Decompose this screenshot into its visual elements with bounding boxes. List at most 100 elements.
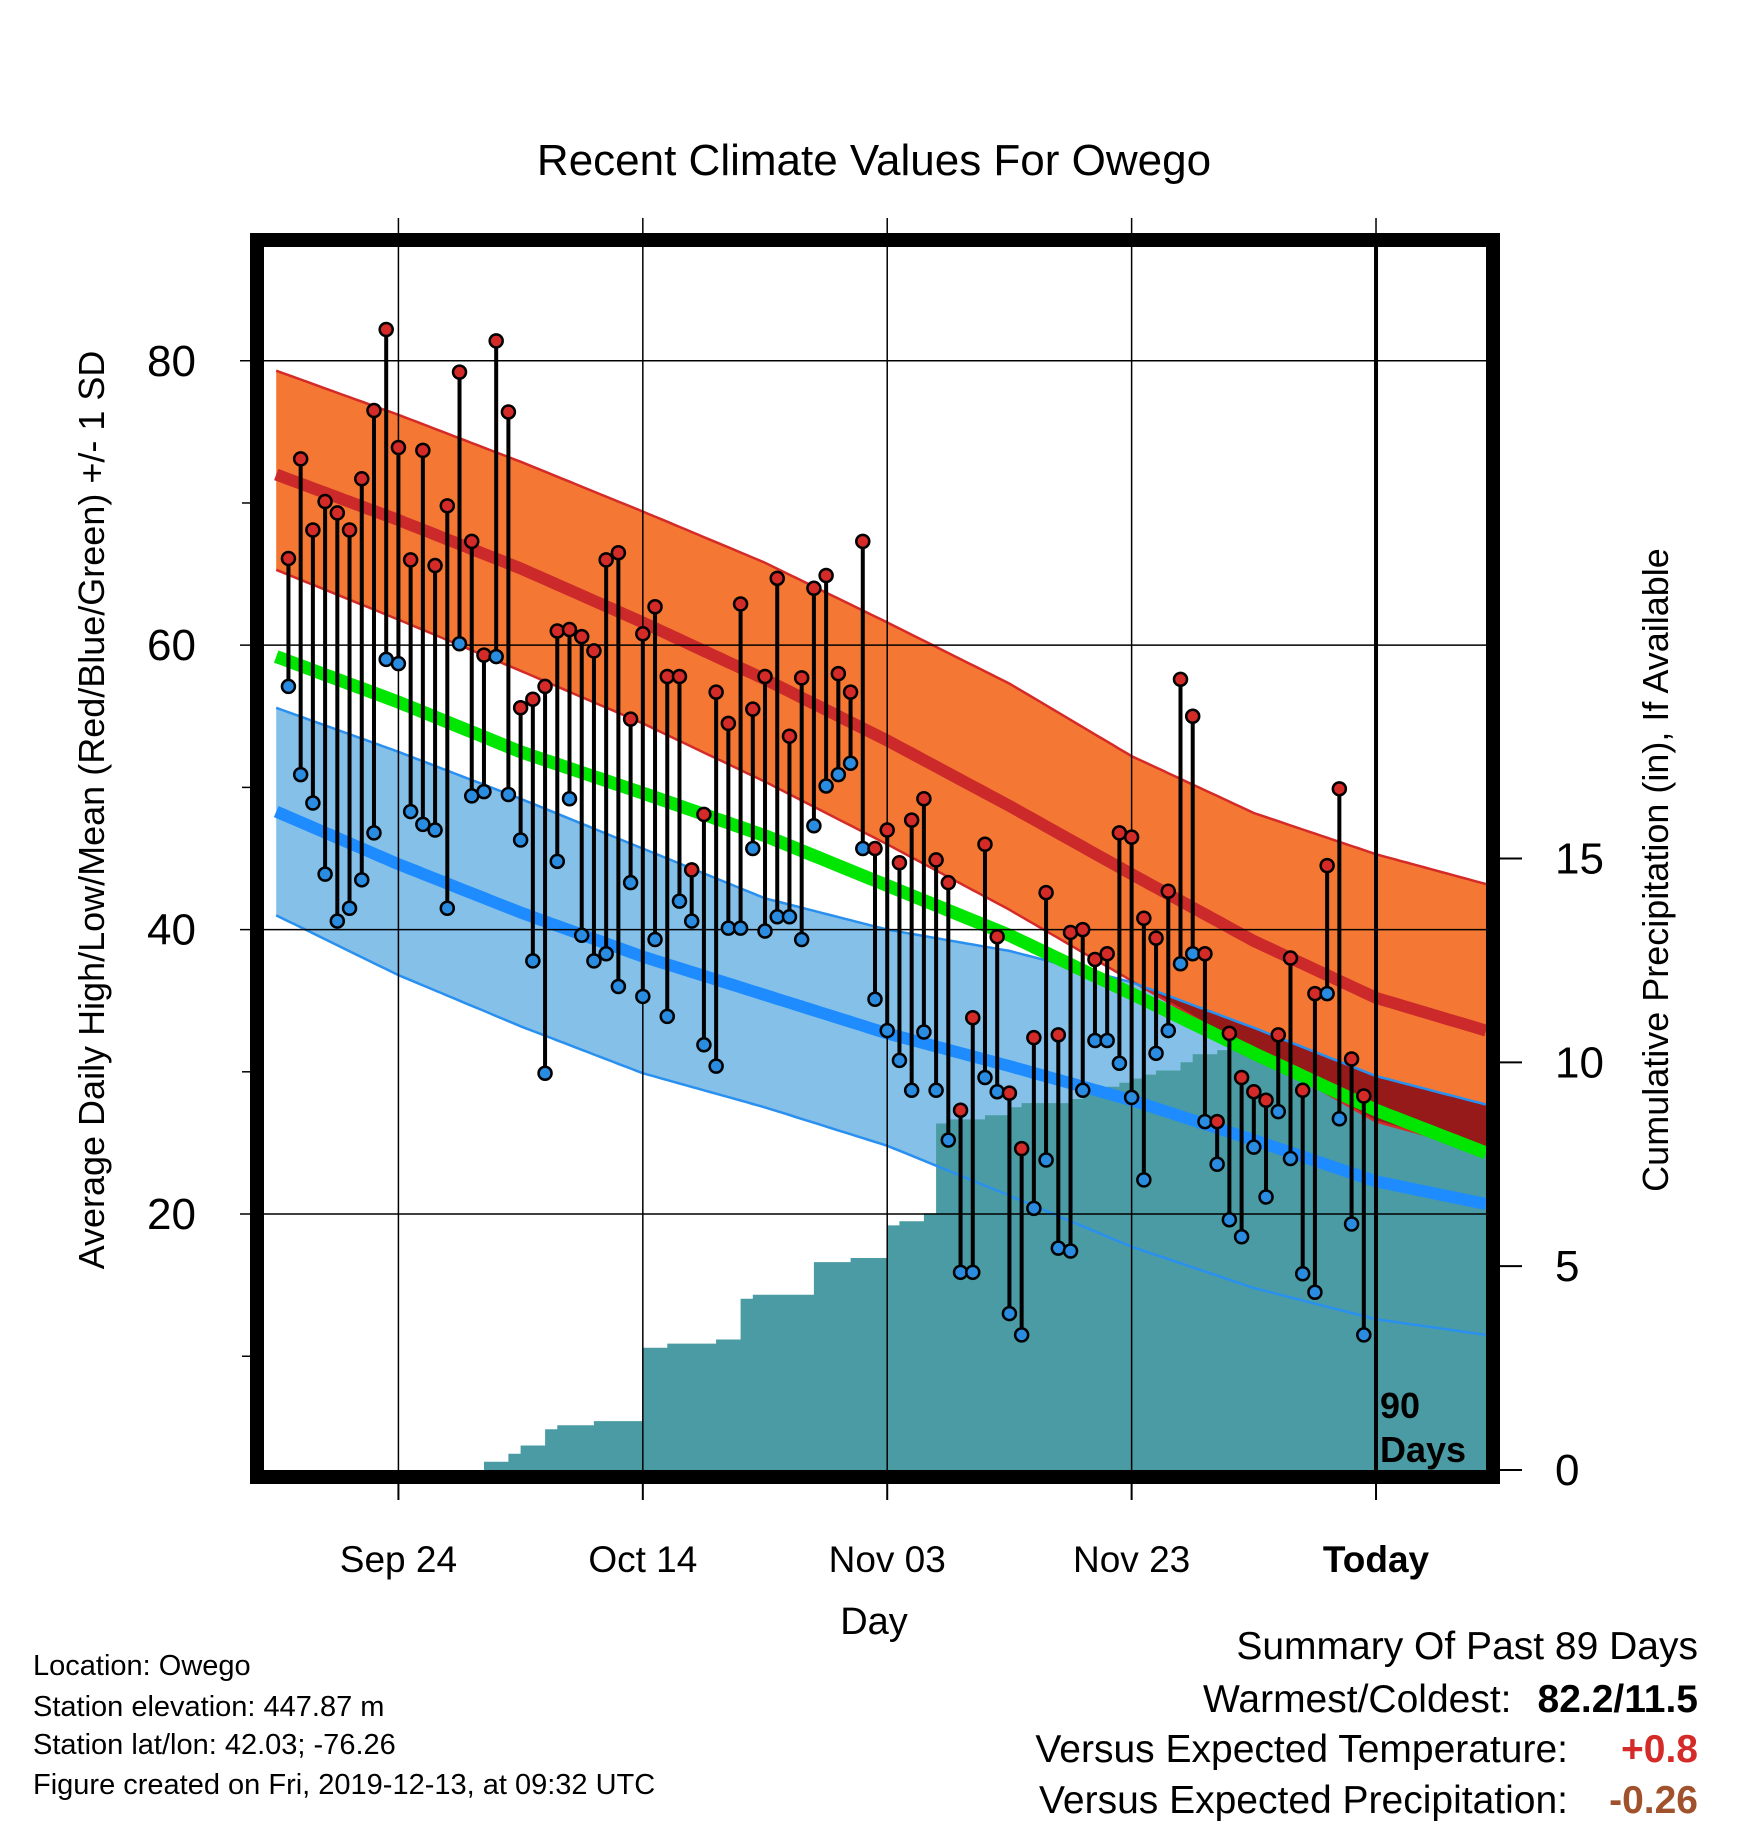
high-point (317, 493, 333, 510)
y2-tick-label: 10 (1555, 1038, 1604, 1087)
low-point (1294, 1266, 1311, 1282)
y-axis-label: Average Daily High/Low/Mean (Red/Blue/Gr… (71, 351, 112, 1270)
x-tick-label: Nov 03 (829, 1539, 946, 1580)
high-point (292, 451, 309, 467)
high-point (573, 628, 590, 645)
band-overlap (276, 569, 1486, 1152)
low-point (793, 931, 810, 948)
low-point (659, 1008, 676, 1025)
low-point (671, 893, 688, 909)
high-point (1123, 829, 1140, 845)
low-point (586, 953, 602, 969)
low-point (402, 803, 419, 820)
high-point (598, 552, 614, 568)
high-point (1356, 1088, 1372, 1104)
high-point (1136, 910, 1152, 926)
temp-value: +0.8 (1621, 1728, 1698, 1771)
summary-temperature: Versus Expected Temperature: +0.8 (1035, 1730, 1698, 1769)
high-point (867, 840, 883, 857)
high-point (402, 552, 419, 568)
high-point (1246, 1083, 1262, 1100)
precip-value: -0.26 (1609, 1779, 1698, 1822)
low-point (965, 1264, 981, 1281)
y2-tick-label: 5 (1555, 1242, 1579, 1291)
high-point (537, 678, 553, 695)
high-point (280, 550, 297, 567)
low-point (683, 913, 700, 929)
low-point (696, 1037, 712, 1053)
high-point (732, 596, 749, 612)
low-point (1062, 1243, 1079, 1259)
low-point (1074, 1082, 1091, 1099)
low-point (439, 900, 456, 917)
high-point (1258, 1092, 1274, 1109)
low-point (280, 678, 297, 695)
low-point (1111, 1055, 1128, 1072)
low-point (647, 931, 663, 948)
high-point (671, 668, 688, 685)
high-point (1343, 1051, 1360, 1067)
precip-label: Versus Expected Precipitation: (1039, 1779, 1568, 1822)
band-edge-low-upper (275, 706, 1486, 1106)
period-label-number: 90 (1380, 1385, 1420, 1426)
low-point (879, 1022, 895, 1039)
high-point (940, 874, 957, 891)
x-axis-label: Day (840, 1601, 908, 1643)
high-point (1331, 781, 1348, 797)
high-point (390, 439, 407, 456)
low-point (1136, 1172, 1152, 1188)
high-point (488, 333, 504, 349)
low-point (732, 920, 749, 936)
precipitation-area (276, 976, 1486, 1470)
high-point (1319, 857, 1335, 874)
high-point (977, 836, 993, 853)
high-point (1233, 1069, 1250, 1086)
high-point (1099, 946, 1115, 962)
low-point (415, 816, 431, 833)
high-point (463, 533, 480, 550)
band-edge-high-upper (275, 369, 1486, 886)
low-point (341, 900, 358, 917)
x-tick-label: Today (1323, 1539, 1430, 1580)
high-point (769, 570, 785, 587)
y-tick-label: 80 (147, 337, 196, 386)
high-sd-band (276, 370, 1486, 1152)
created-text: Figure created on Fri, 2019-12-13, at 09… (33, 1769, 656, 1801)
low-point (635, 988, 651, 1005)
low-point (1331, 1110, 1348, 1127)
low-point (561, 791, 578, 807)
high-point (1062, 924, 1079, 941)
low-point (1356, 1327, 1372, 1343)
low-point (781, 909, 798, 925)
low-point (903, 1082, 920, 1099)
low-point (305, 795, 321, 811)
high-point (354, 471, 370, 487)
high-point (305, 522, 321, 538)
high-point (647, 599, 663, 615)
temp-label: Versus Expected Temperature: (1035, 1728, 1568, 1771)
low-point (451, 636, 468, 652)
low-point (427, 822, 443, 838)
high-point (451, 364, 468, 380)
normal-mean-line (273, 650, 1486, 1159)
low-point (830, 766, 847, 783)
low-point (1026, 1200, 1042, 1217)
high-point (745, 701, 761, 717)
high-point (439, 498, 456, 514)
high-point (1282, 950, 1299, 966)
low-point (1246, 1139, 1262, 1155)
y2-axis-label: Cumulative Precipitation (in), If Availa… (1635, 548, 1676, 1192)
high-point (1038, 884, 1054, 901)
y-tick-label: 60 (147, 621, 196, 670)
high-point (683, 862, 700, 878)
chart-title: Recent Climate Values For Owego (537, 136, 1211, 185)
x-tick-label: Oct 14 (588, 1539, 697, 1580)
low-point (525, 953, 541, 969)
high-point (1160, 883, 1177, 899)
high-point (427, 557, 443, 574)
x-tick-label: Sep 24 (340, 1539, 457, 1580)
high-point (476, 647, 492, 663)
low-point (512, 832, 529, 848)
high-point (965, 1010, 981, 1026)
high-point (855, 533, 871, 550)
